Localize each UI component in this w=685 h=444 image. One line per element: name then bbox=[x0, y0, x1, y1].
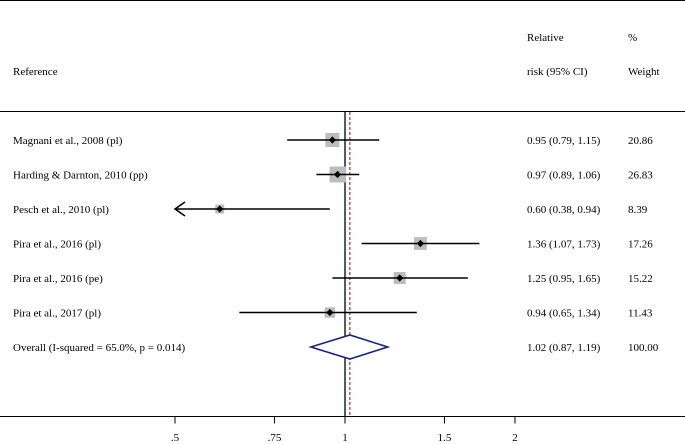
overall-diamond bbox=[308, 334, 391, 360]
study-point-marker bbox=[416, 239, 425, 248]
study-weight: 15.22 bbox=[628, 273, 653, 285]
x-tick-label: .75 bbox=[268, 432, 282, 444]
study-ci-text: 0.97 (0.89, 1.06) bbox=[527, 170, 601, 182]
study-row: Pira et al., 2016 (pl) 1.36 (1.07, 1.73) 1… bbox=[13, 237, 653, 251]
study-label: Magnani et al., 2008 (pl) bbox=[13, 135, 123, 147]
header-rr-line2: risk (95% CI) bbox=[527, 66, 588, 78]
study-label: Harding & Darnton, 2010 (pp) bbox=[13, 170, 148, 182]
study-weight: 20.86 bbox=[628, 135, 653, 147]
header-reference: Reference bbox=[13, 66, 58, 78]
overall-weight: 100.00 bbox=[628, 342, 659, 354]
study-label: Pesch et al., 2010 (pl) bbox=[13, 204, 109, 216]
study-point-marker bbox=[326, 308, 334, 317]
study-label: Pira et al., 2016 (pl) bbox=[13, 239, 101, 251]
study-ci-text: 1.36 (1.07, 1.73) bbox=[527, 239, 601, 251]
study-point-marker bbox=[396, 274, 404, 282]
study-row: Pira et al., 2017 (pl) 0.94 (0.65, 1.34) 1… bbox=[13, 307, 653, 320]
study-label: Pira et al., 2016 (pe) bbox=[13, 273, 103, 285]
study-ci-text: 0.94 (0.65, 1.34) bbox=[527, 308, 601, 320]
overall-label: Overall (I-squared = 65.0%, p = 0.014) bbox=[13, 342, 186, 354]
study-row: Pesch et al., 2010 (pl) 0.60 (0.38, 0.94)… bbox=[13, 201, 648, 217]
study-ci-text: 0.60 (0.38, 0.94) bbox=[527, 204, 601, 216]
header-rr-line1: Relative bbox=[527, 32, 564, 44]
study-point-marker bbox=[328, 136, 337, 144]
study-row: Harding & Darnton, 2010 (pp) 0.97 (0.89, … bbox=[13, 166, 653, 183]
overall-ci-text: 1.02 (0.87, 1.19) bbox=[527, 342, 601, 354]
study-row: Pira et al., 2016 (pe) 1.25 (0.95, 1.65) 1… bbox=[13, 271, 653, 285]
overall-row: Overall (I-squared = 65.0%, p = 0.014) 1.… bbox=[13, 334, 659, 360]
x-axis-ticks: .5 .75 1 1.5 2 bbox=[171, 416, 518, 444]
study-row: Magnani et al., 2008 (pl) 0.95 (0.79, 1.1… bbox=[13, 132, 653, 148]
study-weight: 26.83 bbox=[628, 170, 653, 182]
x-tick-label: 1.5 bbox=[438, 432, 452, 444]
study-weight: 17.26 bbox=[628, 239, 653, 251]
study-point-marker bbox=[216, 205, 224, 213]
study-ci-text: 1.25 (0.95, 1.65) bbox=[527, 273, 601, 285]
truncation-arrow bbox=[173, 201, 186, 217]
study-weight: 11.43 bbox=[628, 308, 653, 320]
study-rows: Magnani et al., 2008 (pl) 0.95 (0.79, 1.1… bbox=[13, 132, 653, 320]
x-tick-label: .5 bbox=[171, 432, 180, 444]
x-tick-label: 2 bbox=[512, 432, 518, 444]
study-ci-text: 0.95 (0.79, 1.15) bbox=[527, 135, 601, 147]
header-weight-line2: Weight bbox=[628, 66, 660, 78]
x-tick-label: 1 bbox=[342, 432, 348, 444]
study-label: Pira et al., 2017 (pl) bbox=[13, 308, 101, 320]
study-point-marker bbox=[333, 170, 342, 179]
header-weight-line1: % bbox=[628, 32, 637, 44]
study-weight: 8.39 bbox=[628, 204, 648, 216]
